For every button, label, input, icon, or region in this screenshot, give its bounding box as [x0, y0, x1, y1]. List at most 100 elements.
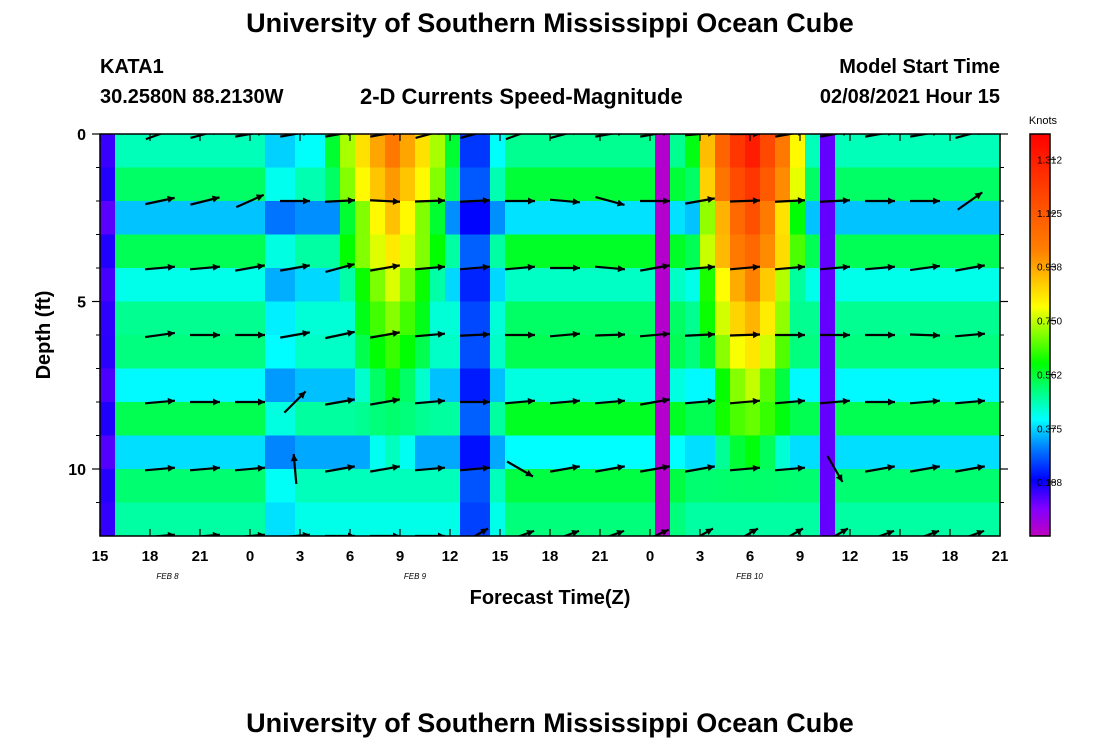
heatmap-cell: [640, 201, 656, 236]
heatmap-cell: [820, 268, 836, 303]
y-axis-label: Depth (ft): [33, 291, 55, 380]
heatmap-cell: [220, 368, 236, 403]
current-vector: [640, 134, 662, 138]
heatmap-cell: [925, 435, 941, 470]
heatmap-cell: [550, 134, 566, 169]
current-vector-head: [167, 464, 175, 472]
heatmap-cell: [625, 368, 641, 403]
heatmap-cell: [295, 201, 311, 236]
heatmap-cell: [535, 368, 551, 403]
heatmap-cell: [310, 469, 326, 504]
heatmap-cell: [325, 402, 341, 437]
heatmap-cell: [190, 234, 206, 269]
heatmap-cell: [625, 402, 641, 437]
heatmap-cell: [820, 335, 836, 370]
current-vector-head: [167, 397, 175, 405]
current-vector-head: [167, 195, 175, 203]
heatmap-cell: [250, 469, 266, 504]
heatmap-cell: [715, 234, 731, 269]
heatmap-cell: [160, 435, 176, 470]
axes: 15 18 21 0 3 6 9 12 15 18 21 0 3 6 9 12 15 18 21 FEB 8 FEB 9…: [68, 127, 1008, 581]
heatmap-cell: [325, 201, 341, 236]
heatmap-cell: [745, 167, 761, 202]
heatmap-cell: [985, 469, 1000, 504]
heatmap-cell: [100, 402, 116, 437]
heatmap-cell: [775, 435, 791, 470]
heatmap-cell: [535, 134, 551, 169]
heatmap-cell: [895, 469, 911, 504]
heatmap-cell: [805, 134, 821, 169]
heatmap-cell: [520, 368, 536, 403]
current-vector-head: [258, 331, 265, 339]
colorbar-tick-label: 0.750: [1037, 317, 1062, 328]
heatmap-cell: [940, 435, 956, 470]
heatmap-cell: [790, 201, 806, 236]
heatmap-cell: [805, 402, 821, 437]
heatmap-cell: [835, 502, 851, 536]
heatmap-cell: [925, 201, 941, 236]
heatmap-cell: [415, 268, 431, 303]
heatmap-cell: [475, 167, 491, 202]
heatmap-cell: [805, 268, 821, 303]
heatmap-cell: [475, 335, 491, 370]
current-vector: [370, 134, 392, 138]
heatmap-cell: [430, 167, 446, 202]
heatmap-cell: [625, 268, 641, 303]
heatmap-cell: [385, 435, 401, 470]
current-vector-head: [617, 397, 625, 405]
heatmap-cell: [940, 368, 956, 403]
heatmap-cell: [445, 335, 461, 370]
heatmap-cell: [670, 402, 686, 437]
heatmap-cell: [325, 469, 341, 504]
x-tick-label: 9: [796, 548, 804, 565]
heatmap-cell: [595, 402, 611, 437]
heatmap-cell: [145, 201, 161, 236]
heatmap-cell: [505, 268, 521, 303]
heatmap-cell: [415, 502, 431, 536]
heatmap-cell: [430, 301, 446, 336]
heatmap-cell: [115, 234, 131, 269]
heatmap-cell: [445, 234, 461, 269]
heatmap-cell: [190, 402, 206, 437]
heatmap-cell: [220, 201, 236, 236]
heatmap-cell: [910, 502, 926, 536]
heatmap-cell: [340, 268, 356, 303]
heatmap-cell: [310, 268, 326, 303]
current-vector-head: [752, 197, 760, 205]
y-tick-label: 5: [77, 295, 86, 312]
heatmap-cell: [160, 201, 176, 236]
current-vector-head: [662, 464, 670, 472]
heatmap-cell: [130, 167, 146, 202]
current-vector-head: [843, 331, 850, 339]
heatmap-cell: [730, 335, 746, 370]
heatmap-cell: [925, 469, 941, 504]
heatmap-cell: [205, 167, 221, 202]
current-vector: [865, 134, 887, 138]
heatmap-cell: [700, 335, 716, 370]
heatmap-cell: [100, 469, 116, 504]
heatmap-cell: [835, 402, 851, 437]
heatmap-cell: [115, 502, 131, 536]
heatmap-cell: [235, 402, 251, 437]
heatmap-cell: [625, 167, 641, 202]
heatmap-cell: [595, 435, 611, 470]
heatmap-cell: [475, 402, 491, 437]
heatmap-cell: [565, 234, 581, 269]
heatmap-cell: [445, 402, 461, 437]
heatmap-cell: [370, 134, 386, 169]
heatmap-cell: [745, 301, 761, 336]
heatmap-cell: [670, 502, 686, 536]
heatmap-cell: [355, 469, 371, 504]
heatmap-cell: [565, 368, 581, 403]
heatmap-cell: [760, 402, 776, 437]
heatmap-cell: [925, 234, 941, 269]
heatmap-cell: [370, 402, 386, 437]
heatmap-cell: [970, 335, 986, 370]
heatmap-cell: [640, 335, 656, 370]
heatmap-cell: [535, 268, 551, 303]
heatmap-cell: [625, 335, 641, 370]
heatmap-cell: [190, 268, 206, 303]
heatmap-cell: [835, 201, 851, 236]
current-vector-head: [752, 464, 760, 472]
heatmap-cell: [220, 134, 236, 169]
